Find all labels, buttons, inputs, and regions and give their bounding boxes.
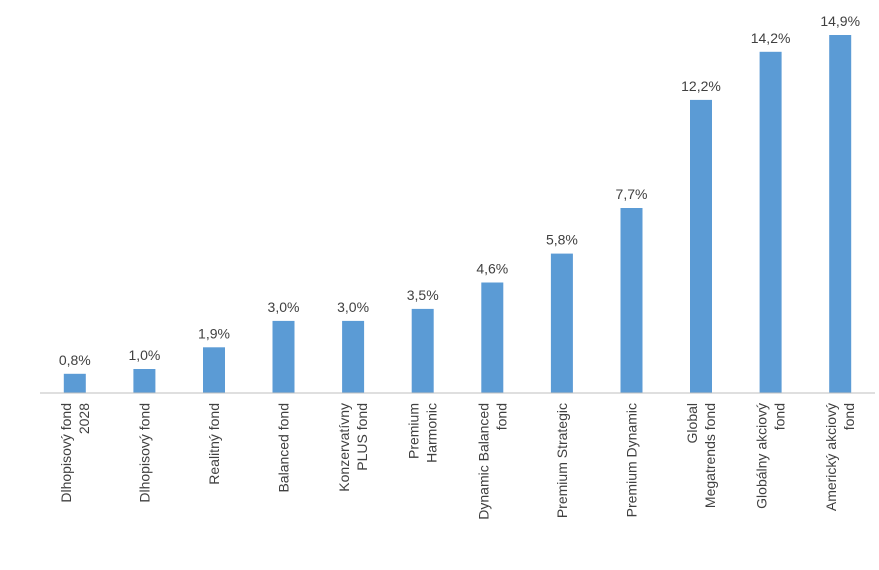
category-label: Realitný fond xyxy=(206,403,222,485)
category-label-line: Premium xyxy=(406,403,422,459)
category-label-line: Balanced fond xyxy=(276,403,292,493)
data-labels-layer: 0,8% 1,0% 1,9% 3,0% 3,0% 3,5% 4,6% 5,8% 7,7% 12,2… xyxy=(59,13,860,368)
category-label: Konzervatívny PLUS fond xyxy=(336,403,370,492)
data-label: 4,6% xyxy=(476,261,508,277)
data-label: 1,0% xyxy=(128,347,160,363)
bars-layer xyxy=(63,35,852,394)
category-label: Globálny akciový fond xyxy=(754,403,788,509)
category-label: Americký akciový fond xyxy=(823,403,857,511)
data-label: 3,0% xyxy=(268,299,300,315)
category-label-line: Global xyxy=(684,403,700,443)
category-labels-layer: Dlhopisový fond 2028 Dlhopisový fond Realit… xyxy=(58,403,857,520)
category-label-line: Megatrends fond xyxy=(702,403,718,508)
category-label: Dynamic Balanced fond xyxy=(475,403,509,520)
category-label-line: fond xyxy=(493,403,509,430)
bar xyxy=(133,369,156,393)
bar xyxy=(272,320,295,393)
category-label-line: Harmonic xyxy=(424,403,440,463)
category-label: Global Megatrends fond xyxy=(684,403,718,508)
bar xyxy=(63,373,86,393)
category-label-line: Realitný fond xyxy=(206,403,222,485)
category-label-line: Premium Dynamic xyxy=(624,403,640,517)
data-label: 14,9% xyxy=(820,13,860,29)
data-label: 1,9% xyxy=(198,325,230,341)
category-label-line: Globálny akciový xyxy=(754,403,770,509)
bar xyxy=(203,347,225,393)
bar xyxy=(481,282,504,393)
category-label-line: Dlhopisový fond xyxy=(58,403,74,503)
bar xyxy=(620,208,643,393)
bar xyxy=(411,308,434,393)
category-label-line: Americký akciový xyxy=(823,403,839,511)
bar xyxy=(690,99,712,394)
category-label-line: Dlhopisový fond xyxy=(136,403,152,503)
category-label: Premium Harmonic xyxy=(406,403,440,463)
category-label: Premium Strategic xyxy=(554,403,570,518)
bar xyxy=(550,253,573,393)
data-label: 7,7% xyxy=(616,186,648,202)
category-label: Balanced fond xyxy=(276,403,292,493)
category-label: Premium Dynamic xyxy=(624,403,640,517)
category-label-line: 2028 xyxy=(76,403,92,434)
data-label: 14,2% xyxy=(751,30,791,46)
data-label: 5,8% xyxy=(546,232,578,248)
data-label: 0,8% xyxy=(59,352,91,368)
category-label-line: Premium Strategic xyxy=(554,403,570,518)
data-label: 3,5% xyxy=(407,287,439,303)
bar xyxy=(342,320,365,393)
bar xyxy=(829,35,852,393)
category-label-line: fond xyxy=(772,403,788,430)
data-label: 12,2% xyxy=(681,78,721,94)
data-label: 3,0% xyxy=(337,299,369,315)
bar xyxy=(759,51,782,394)
category-label: Dlhopisový fond 2028 xyxy=(58,403,92,503)
category-label-line: fond xyxy=(841,403,857,430)
category-label: Dlhopisový fond xyxy=(136,403,152,503)
category-label-line: Dynamic Balanced xyxy=(475,403,491,520)
category-label-line: Konzervatívny xyxy=(336,403,352,492)
category-label-line: PLUS fond xyxy=(354,403,370,471)
